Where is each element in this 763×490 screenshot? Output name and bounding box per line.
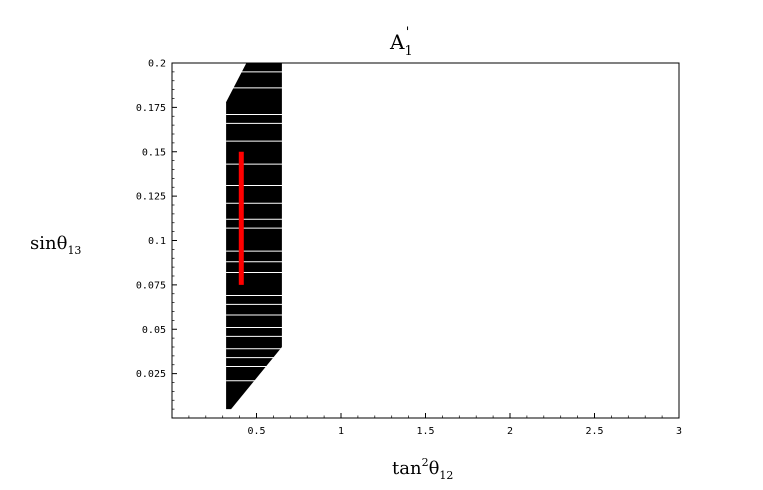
y-tick-label: 0.05 [142,325,166,336]
x-tick-label: 0.5 [247,426,265,437]
plot-area: 0.5 1 1.5 2 2.5 3 0.025 0.05 0.075 0.1 0.125 0.15 0… [136,59,682,438]
x-tick-label: 2 [507,426,513,437]
y-tick-label: 0.15 [142,147,166,158]
x-tick-label: 3 [676,426,682,437]
chart-title: A1' [389,25,413,59]
y-tick-label: 0.1 [148,236,166,247]
x-tick-label: 1 [338,426,344,437]
x-axis-title: tan2θ12 [392,456,453,482]
x-tick-label: 1.5 [416,426,434,437]
x-tick-label: 2.5 [585,426,603,437]
y-axis-title: sinθ13 [30,233,81,257]
y-tick-label: 0.2 [148,59,166,70]
y-tick-label: 0.125 [136,192,166,203]
y-tick-label: 0.025 [136,369,166,380]
y-tick-label: 0.075 [136,280,166,291]
y-tick-label: 0.175 [136,103,166,114]
allowed-region [226,63,282,410]
